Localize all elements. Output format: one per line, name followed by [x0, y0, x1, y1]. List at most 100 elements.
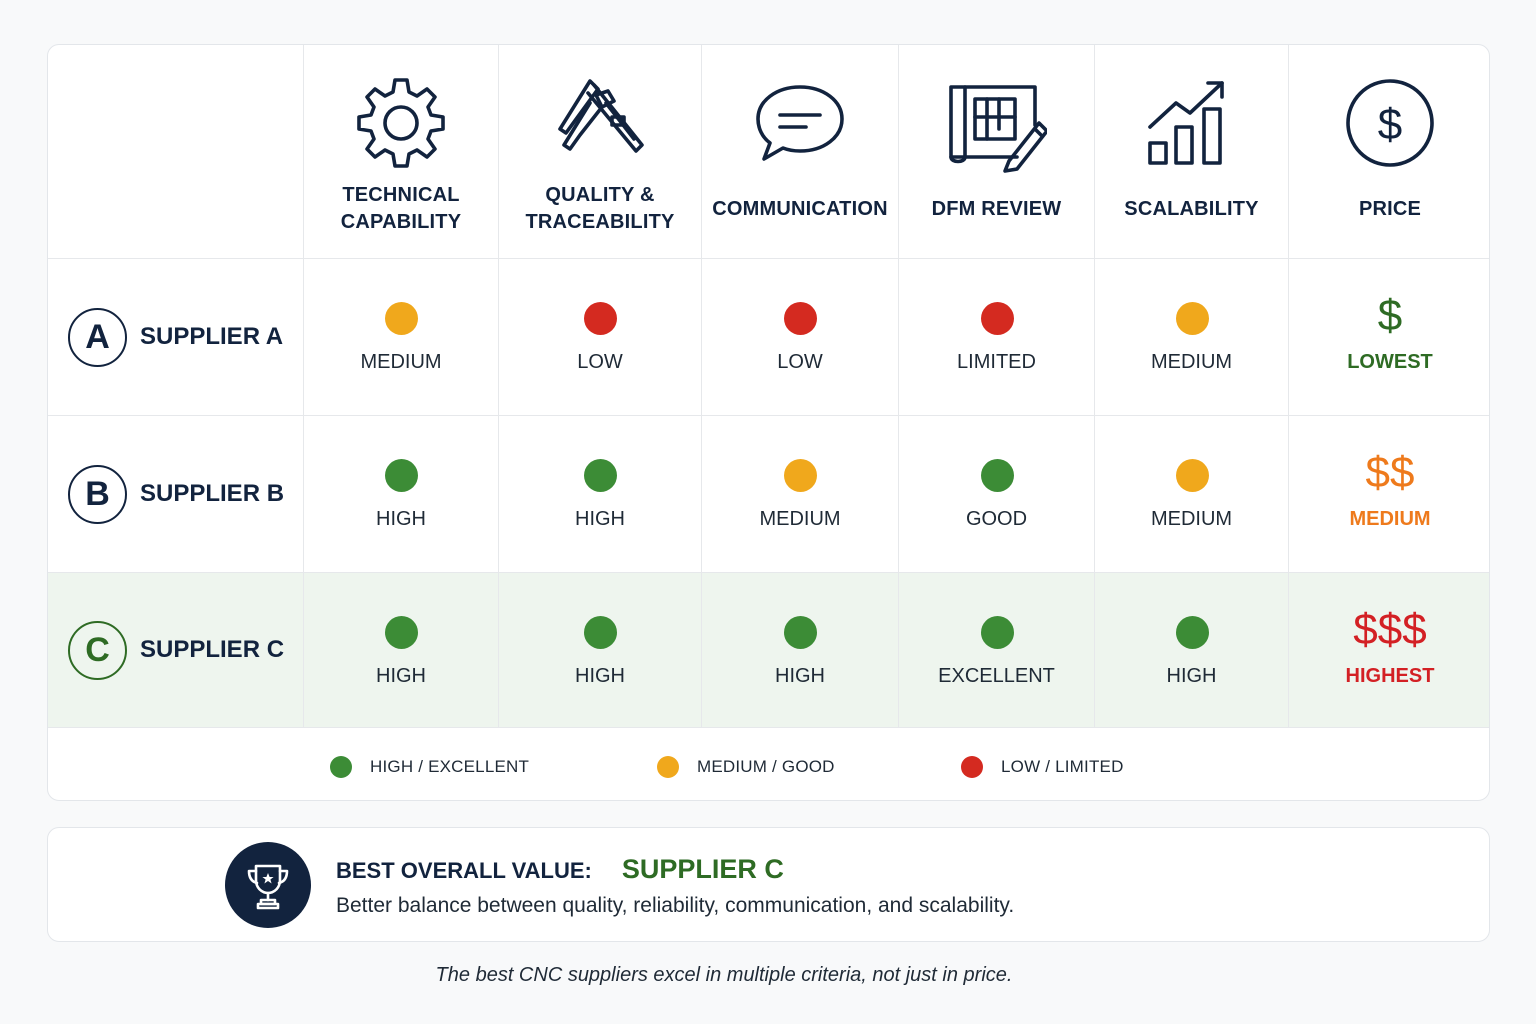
- rating-text: MEDIUM: [1150, 351, 1233, 373]
- rating-cell: LIMITED: [899, 259, 1095, 415]
- price-symbol: $: [1377, 291, 1403, 340]
- price-cell: $ LOWEST: [1289, 259, 1489, 415]
- legend-dot: [657, 756, 679, 778]
- rating-cell: GOOD: [899, 416, 1095, 572]
- legend-dot: [961, 756, 983, 778]
- best-value-description: Better balance between quality, reliabil…: [336, 894, 1015, 917]
- price-level-text: MEDIUM: [1349, 508, 1431, 530]
- rating-cell: LOW: [499, 259, 702, 415]
- rating-text: MEDIUM: [759, 508, 841, 530]
- rating-dot: [385, 459, 418, 492]
- rating-cell: MEDIUM: [1095, 259, 1289, 415]
- criterion-quality-traceability: QUALITY & TRACEABILITY: [499, 45, 702, 258]
- supplier-letter-badge: C: [68, 620, 127, 680]
- supplier-row: B SUPPLIER B HIGH HIGH MEDIUM GOOD MEDIU…: [48, 416, 1489, 573]
- supplier-letter-badge: A: [68, 307, 127, 367]
- svg-text:$: $: [1378, 100, 1402, 149]
- price-cell: $$ MEDIUM: [1289, 416, 1489, 572]
- rating-text: HIGH: [376, 508, 426, 530]
- supplier-label: A SUPPLIER A: [48, 259, 303, 415]
- rating-text: EXCELLENT: [938, 665, 1055, 687]
- rating-text: LOW: [777, 351, 823, 373]
- criterion-price: $ PRICE: [1289, 45, 1489, 258]
- rating-text: LOW: [577, 351, 623, 373]
- supplier-comparison-matrix: TECHNICAL CAPABILITY QUALITY & TRACEABIL…: [47, 44, 1490, 801]
- rating-text: HIGH: [376, 665, 426, 687]
- rating-cell: HIGH: [304, 573, 499, 727]
- legend-item-low: LOW / LIMITED: [961, 756, 1124, 778]
- supplier-letter-badge: B: [68, 464, 127, 524]
- legend-text: HIGH / EXCELLENT: [370, 757, 530, 776]
- legend-text: MEDIUM / GOOD: [697, 757, 835, 776]
- supplier-label: C SUPPLIER C: [48, 573, 303, 727]
- rating-text: GOOD: [965, 508, 1028, 530]
- best-value-heading: BEST OVERALL VALUE: SUPPLIER C: [336, 854, 784, 885]
- rating-dot: [980, 302, 1014, 335]
- best-value-title: BEST OVERALL VALUE:: [336, 858, 592, 883]
- rating-cell: HIGH: [499, 416, 702, 572]
- rating-text: HIGH: [775, 665, 825, 687]
- criterion-label: SCALABILITY: [1124, 197, 1259, 220]
- rating-cell: HIGH: [499, 573, 702, 727]
- legend-item-medium: MEDIUM / GOOD: [657, 756, 835, 778]
- rating-dot: [784, 616, 817, 649]
- rating-cell: EXCELLENT: [899, 573, 1095, 727]
- footnote: The best CNC suppliers excel in multiple…: [435, 964, 1013, 986]
- rating-text: MEDIUM: [360, 351, 442, 373]
- rating-dot: [784, 459, 817, 492]
- rating-dot: [1175, 302, 1209, 335]
- rating-cell: MEDIUM: [304, 259, 499, 415]
- supplier-row-highlighted: C SUPPLIER C HIGH HIGH HIGH EXCELLENT HI…: [48, 573, 1489, 728]
- supplier-name: SUPPLIER B: [140, 480, 285, 507]
- corner-cell: [48, 45, 304, 258]
- rating-text: HIGH: [575, 665, 625, 687]
- criterion-communication: COMMUNICATION: [702, 45, 899, 258]
- supplier-row: A SUPPLIER A MEDIUM LOW LOW LIMITED MEDI…: [48, 259, 1489, 416]
- rating-dot: [385, 302, 418, 335]
- rating-dot: [385, 616, 418, 649]
- rating-dot: [980, 459, 1014, 492]
- rating-dot: [1175, 616, 1209, 649]
- criterion-label: QUALITY & TRACEABILITY: [525, 184, 675, 233]
- rating-dot: [1175, 459, 1209, 492]
- criteria-header-row: TECHNICAL CAPABILITY QUALITY & TRACEABIL…: [48, 45, 1489, 259]
- rating-dot: [980, 616, 1014, 649]
- supplier-label: B SUPPLIER B: [48, 416, 303, 572]
- gear-icon: [351, 73, 451, 173]
- legend-text: LOW / LIMITED: [1001, 757, 1124, 776]
- rating-text: HIGH: [1166, 665, 1217, 687]
- rating-cell: MEDIUM: [1095, 416, 1289, 572]
- rating-dot: [584, 459, 617, 492]
- criterion-label: TECHNICAL CAPABILITY: [340, 184, 462, 233]
- criterion-technical-capability: TECHNICAL CAPABILITY: [304, 45, 499, 258]
- rating-dot: [584, 302, 617, 335]
- rating-text: LIMITED: [957, 351, 1036, 373]
- price-level-text: LOWEST: [1347, 351, 1433, 373]
- supplier-cell: B SUPPLIER B: [48, 416, 304, 572]
- chat-bubble-icon: [750, 73, 850, 173]
- supplier-name: SUPPLIER C: [140, 636, 285, 663]
- rating-dot: [784, 302, 817, 335]
- best-value-winner: SUPPLIER C: [621, 854, 784, 884]
- trophy-icon: [225, 842, 311, 928]
- price-symbol: $$: [1365, 448, 1415, 497]
- criterion-dfm-review: DFM REVIEW: [899, 45, 1095, 258]
- caliper-icon: [550, 73, 650, 173]
- rating-text: MEDIUM: [1150, 508, 1233, 530]
- dollar-circle-icon: $: [1340, 73, 1440, 173]
- criterion-label: PRICE: [1358, 197, 1422, 220]
- rating-cell: LOW: [702, 259, 899, 415]
- criterion-scalability: SCALABILITY: [1095, 45, 1289, 258]
- criterion-label: DFM REVIEW: [931, 197, 1062, 220]
- legend-item-high: HIGH / EXCELLENT: [330, 756, 529, 778]
- rating-cell: HIGH: [702, 573, 899, 727]
- rating-cell: MEDIUM: [702, 416, 899, 572]
- blueprint-pencil-icon: [947, 73, 1049, 173]
- rating-cell: HIGH: [304, 416, 499, 572]
- rating-text: HIGH: [575, 508, 625, 530]
- price-cell: $$$ HIGHEST: [1289, 573, 1489, 727]
- rating-legend: HIGH / EXCELLENT MEDIUM / GOOD LOW / LIM…: [48, 728, 1489, 800]
- supplier-cell: C SUPPLIER C: [48, 573, 304, 727]
- best-value-banner: BEST OVERALL VALUE: SUPPLIER C Better ba…: [47, 827, 1490, 942]
- criterion-label: COMMUNICATION: [712, 197, 888, 220]
